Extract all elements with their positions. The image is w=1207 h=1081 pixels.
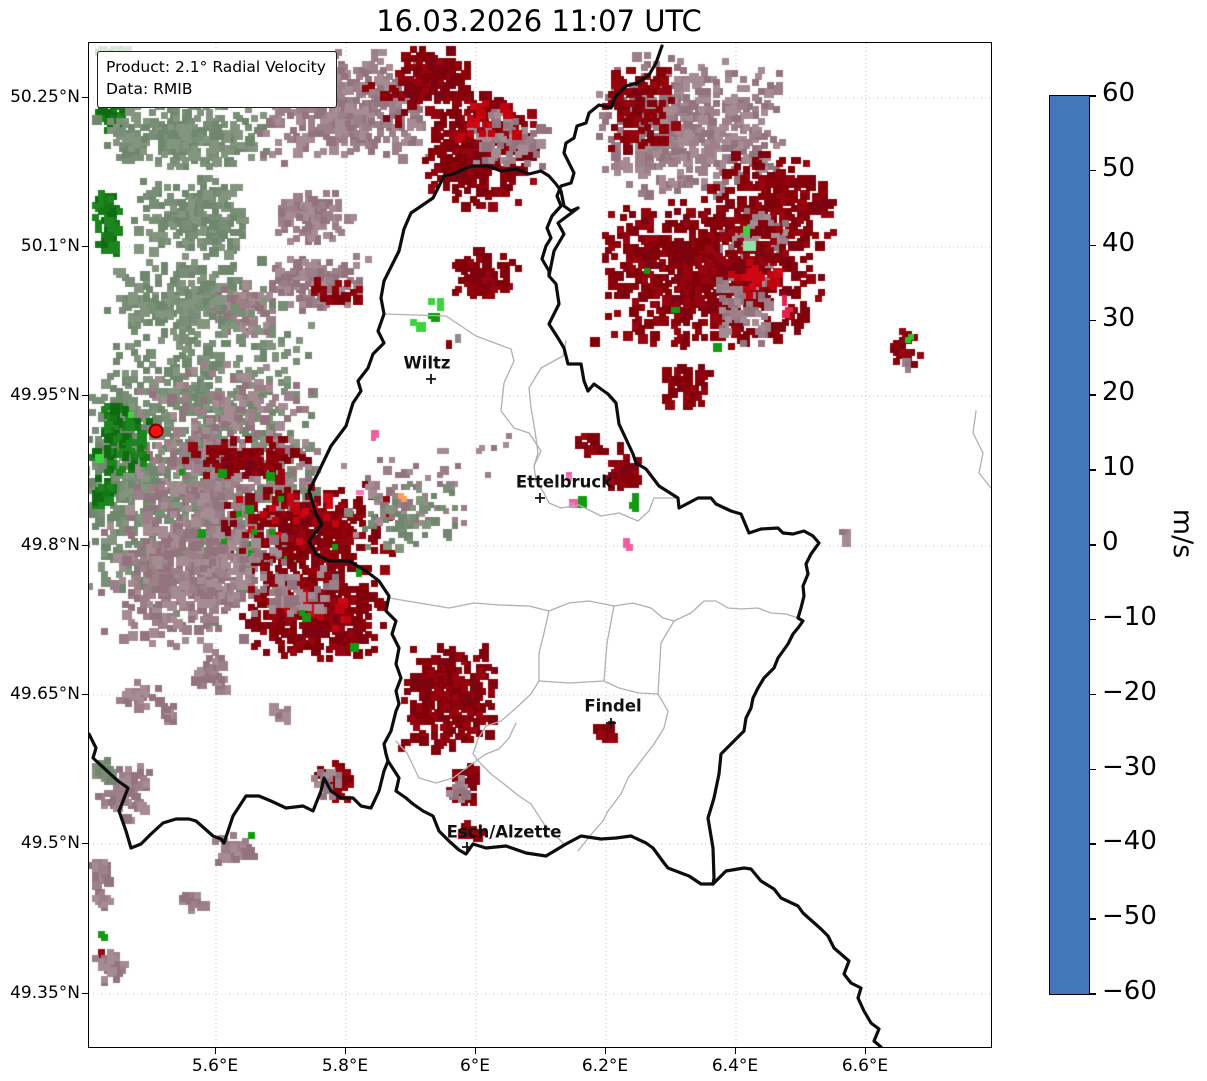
region-border (528, 340, 567, 467)
city-marker (462, 842, 472, 852)
city-label-wiltz: Wiltz (403, 353, 451, 373)
x-tick-label: 6.4°E (711, 1056, 759, 1076)
x-tick-label: 6.2°E (581, 1056, 629, 1076)
x-tick-label: 6°E (459, 1056, 491, 1076)
colorbar-tick-mark (1089, 95, 1096, 97)
colorbar-tick-label: 50 (1102, 152, 1136, 183)
colorbar-tick-label: −50 (1102, 901, 1157, 932)
colorbar-tick-mark (1089, 544, 1096, 546)
x-tick-mark (605, 1048, 607, 1054)
colorbar-tick-mark (1089, 244, 1096, 247)
colorbar-tick-mark (1089, 768, 1096, 771)
colorbar-unit-label: m/s (1167, 508, 1199, 559)
region-border (472, 610, 565, 845)
country-border (89, 732, 390, 850)
y-tick-label: 50.25°N (10, 87, 80, 107)
region-border (972, 410, 991, 489)
country-border (711, 866, 883, 1047)
y-tick-label: 50.1°N (20, 236, 80, 256)
y-tick-label: 49.5°N (20, 833, 80, 853)
colorbar-tick-label: 40 (1102, 227, 1136, 258)
y-tick-mark (82, 694, 88, 696)
region-border (577, 680, 669, 852)
data-source-line: Data: RMIB (106, 80, 193, 99)
y-tick-label: 49.35°N (10, 983, 80, 1003)
y-tick-mark (82, 545, 88, 547)
region-border (538, 605, 615, 684)
colorbar-tick-label: −40 (1102, 826, 1157, 857)
x-tick-mark (215, 1048, 217, 1054)
colorbar-tick-label: 20 (1102, 377, 1136, 408)
city-marker (426, 374, 436, 384)
colorbar-tick-mark (1089, 319, 1096, 322)
colorbar (1049, 95, 1090, 995)
city-label-esch-alzette: Esch/Alzette (446, 822, 562, 842)
city-marker (606, 718, 616, 728)
country-border (307, 164, 821, 886)
x-tick-mark (865, 1048, 867, 1054)
y-tick-label: 49.8°N (20, 535, 80, 555)
x-tick-label: 6.6°E (841, 1056, 889, 1076)
city-label-findel: Findel (584, 696, 642, 716)
colorbar-tick-label: −30 (1102, 751, 1157, 782)
y-tick-label: 49.65°N (10, 684, 80, 704)
product-info-box: Product: 2.1° Radial Velocity Data: RMIB (97, 51, 337, 108)
y-tick-mark (82, 395, 88, 397)
colorbar-tick-mark (1089, 169, 1096, 172)
product-line: Product: 2.1° Radial Velocity (106, 58, 326, 76)
colorbar-tick-label: 0 (1102, 527, 1119, 557)
region-border (383, 313, 550, 504)
colorbar-tick-label: 30 (1102, 302, 1136, 333)
plot-area: Product: 2.1° Radial Velocity Data: RMIB… (88, 42, 992, 1048)
colorbar-tick-mark (1089, 918, 1096, 920)
x-tick-mark (345, 1048, 347, 1054)
region-border (395, 722, 517, 784)
colorbar-tick-label: 10 (1102, 452, 1136, 483)
region-border (548, 497, 679, 522)
colorbar-tick-label: 60 (1102, 78, 1136, 108)
colorbar-tick-mark (1089, 469, 1096, 471)
x-tick-mark (475, 1048, 477, 1054)
colorbar-tick-mark (1089, 843, 1096, 845)
y-tick-mark (82, 246, 88, 248)
radar-velocity-field (89, 43, 991, 1047)
y-tick-label: 49.95°N (10, 385, 80, 405)
colorbar-tick-mark (1089, 993, 1096, 995)
country-border (540, 44, 664, 278)
colorbar-tick-label: −10 (1102, 601, 1157, 632)
colorbar-tick-label: −20 (1102, 676, 1157, 707)
radar-site-dot (148, 423, 164, 439)
x-tick-label: 5.8°E (321, 1056, 369, 1076)
region-border (388, 597, 799, 622)
y-tick-mark (82, 993, 88, 995)
chart-title: 16.03.2026 11:07 UTC (376, 4, 702, 38)
x-tick-mark (735, 1048, 737, 1054)
colorbar-tick-label: −60 (1102, 976, 1157, 1006)
colorbar-tick-mark (1089, 693, 1096, 696)
y-tick-mark (82, 843, 88, 845)
city-label-ettelbruck: Ettelbruck (515, 472, 613, 492)
region-border (657, 620, 675, 695)
map-borders (89, 44, 991, 1047)
colorbar-tick-mark (1089, 394, 1096, 396)
y-tick-mark (82, 97, 88, 99)
x-tick-label: 5.6°E (191, 1056, 239, 1076)
city-marker (535, 493, 545, 503)
colorbar-tick-mark (1089, 618, 1096, 621)
